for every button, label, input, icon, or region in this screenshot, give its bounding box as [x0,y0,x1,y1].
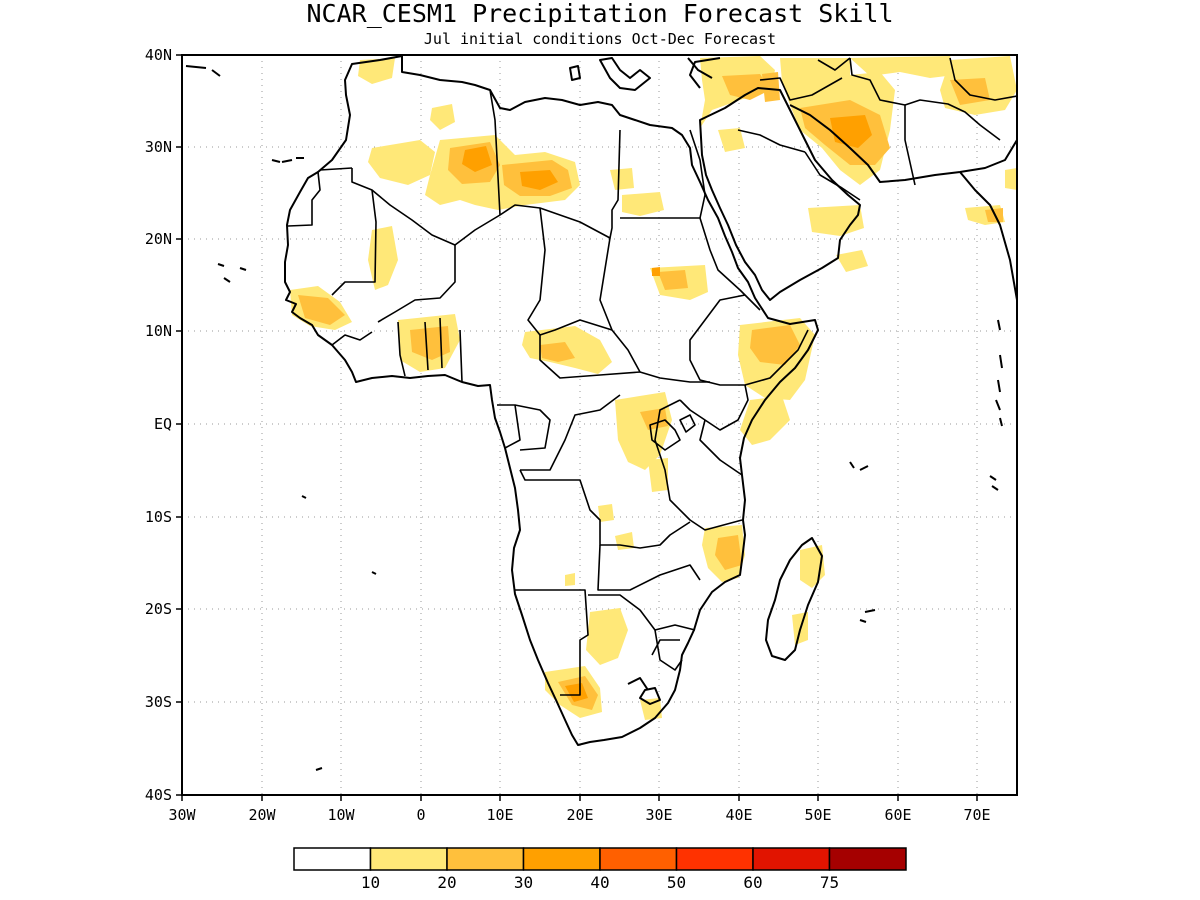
y-tick-label: 10N [145,322,172,340]
colorbar-label: 75 [820,873,839,892]
map-subtitle: Jul initial conditions Oct-Dec Forecast [424,30,776,48]
coastlines [185,55,1018,771]
x-tick-label: 0 [416,806,425,824]
colorbar-label: 60 [743,873,762,892]
colorbar-swatch [675,847,754,871]
y-tick-label: 30N [145,138,172,156]
colorbar-swatch [522,847,601,871]
y-tick-label: 10S [145,508,172,526]
skill-shading-20-30 [298,72,1003,710]
y-tick-label: 30S [145,693,172,711]
colorbar-swatch [752,847,831,871]
colorbar-swatch [293,847,372,871]
colorbar-labels: 10 20 30 40 50 60 75 [361,873,839,892]
x-tick-label: 60E [884,806,911,824]
colorbar-label: 10 [361,873,380,892]
colorbar-label: 20 [437,873,456,892]
x-tick-label: 10E [486,806,513,824]
colorbar-swatch [828,847,907,871]
y-axis-labels: 40N 30N 20N 10N EQ 10S 20S 30S 40S [145,46,172,804]
y-tick-label: 40S [145,786,172,804]
colorbar-label: 40 [590,873,609,892]
y-tick-label: EQ [154,415,172,433]
country-borders [287,57,1018,696]
map-background [182,55,1017,795]
x-tick-label: 20W [248,806,276,824]
map-title: NCAR_CESM1 Precipitation Forecast Skill [307,0,894,28]
x-tick-label: 10W [327,806,355,824]
x-tick-label: 50E [804,806,831,824]
y-tick-label: 20N [145,230,172,248]
y-tick-label: 40N [145,46,172,64]
x-tick-label: 40E [725,806,752,824]
colorbar-swatch [599,847,678,871]
colorbar [293,847,907,871]
x-axis-labels: 30W 20W 10W 0 10E 20E 30E 40E 50E 60E 70… [168,806,990,824]
colorbar-swatch [369,847,448,871]
colorbar-label: 50 [667,873,686,892]
map-frame [181,54,1018,796]
colorbar-swatch [446,847,525,871]
y-tick-label: 20S [145,600,172,618]
x-tick-label: 30W [168,806,196,824]
tick-marks [176,54,978,801]
x-tick-label: 20E [566,806,593,824]
colorbar-label: 30 [514,873,533,892]
x-tick-label: 70E [963,806,990,824]
x-tick-label: 30E [645,806,672,824]
